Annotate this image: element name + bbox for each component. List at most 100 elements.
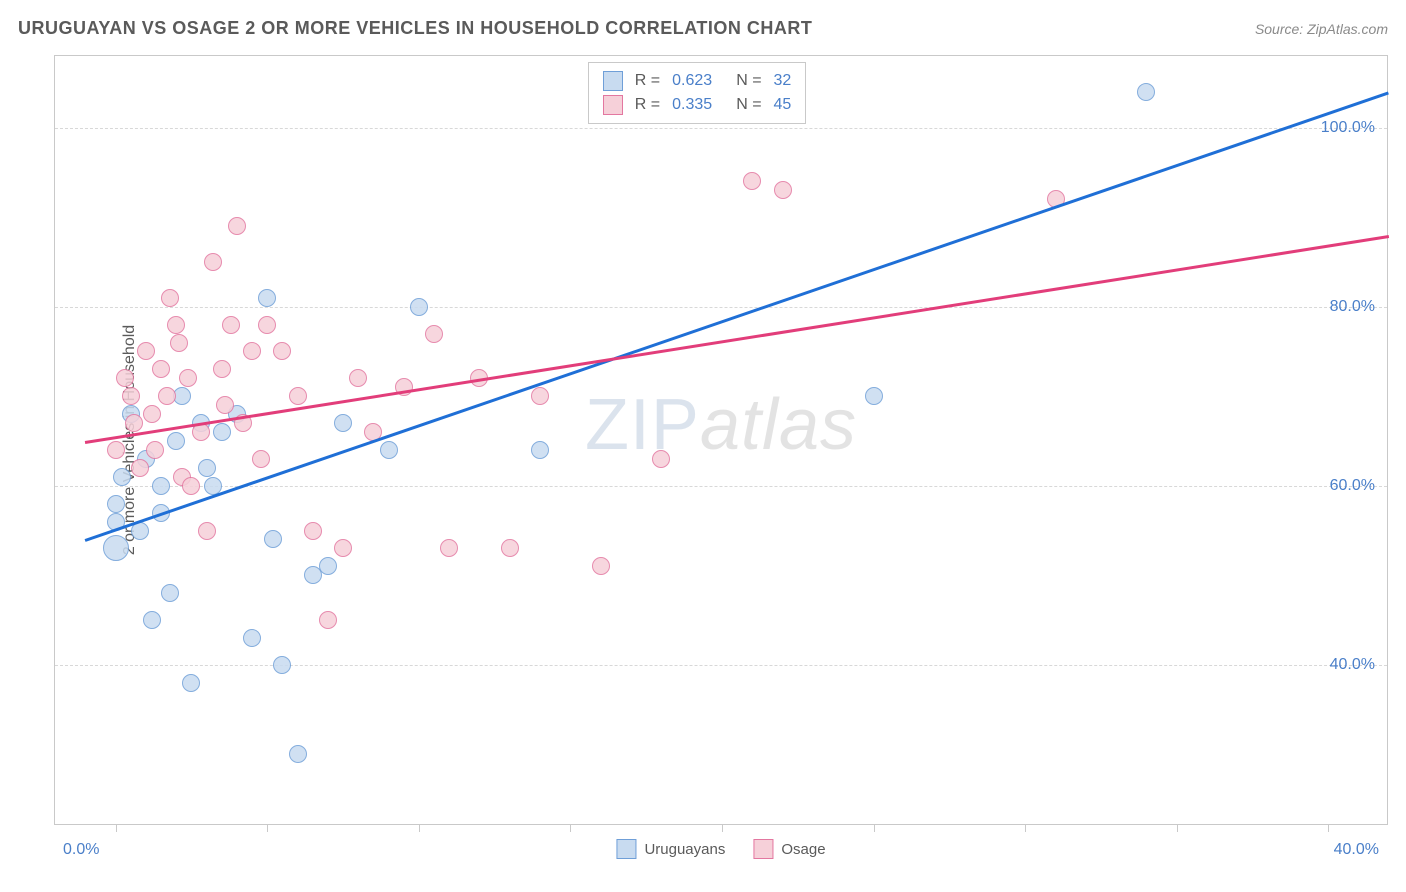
scatter-point <box>334 539 352 557</box>
scatter-point <box>152 360 170 378</box>
scatter-point <box>410 298 428 316</box>
trend-line <box>85 92 1389 542</box>
chart-plot-area: 2 or more Vehicles in Household 40.0%60.… <box>54 55 1388 825</box>
scatter-point <box>143 611 161 629</box>
trend-line <box>85 235 1389 443</box>
scatter-point <box>1137 83 1155 101</box>
x-axis-max-label: 40.0% <box>1334 841 1379 859</box>
legend-stats-row: R = 0.335 N = 45 <box>603 93 792 117</box>
scatter-point <box>380 441 398 459</box>
legend-item: Osage <box>753 839 825 859</box>
gridline <box>55 665 1387 666</box>
scatter-point <box>103 535 129 561</box>
x-tick <box>874 824 875 832</box>
scatter-point <box>228 217 246 235</box>
x-tick <box>722 824 723 832</box>
scatter-point <box>531 441 549 459</box>
scatter-point <box>182 674 200 692</box>
legend-swatch <box>616 839 636 859</box>
scatter-point <box>158 387 176 405</box>
scatter-point <box>122 387 140 405</box>
gridline <box>55 486 1387 487</box>
scatter-point <box>289 745 307 763</box>
scatter-point <box>349 369 367 387</box>
scatter-point <box>182 477 200 495</box>
scatter-point <box>116 369 134 387</box>
scatter-point <box>273 342 291 360</box>
legend-item: Uruguayans <box>616 839 725 859</box>
scatter-point <box>146 441 164 459</box>
scatter-point <box>213 360 231 378</box>
chart-header: URUGUAYAN VS OSAGE 2 OR MORE VEHICLES IN… <box>18 18 1388 39</box>
scatter-point <box>592 557 610 575</box>
scatter-point <box>152 477 170 495</box>
r-value: 0.335 <box>672 96 712 114</box>
legend-label: Osage <box>781 841 825 858</box>
n-label: N = <box>736 72 761 90</box>
scatter-point <box>131 459 149 477</box>
scatter-point <box>531 387 549 405</box>
x-tick <box>419 824 420 832</box>
scatter-point <box>652 450 670 468</box>
n-label: N = <box>736 96 761 114</box>
x-tick <box>1177 824 1178 832</box>
chart-title: URUGUAYAN VS OSAGE 2 OR MORE VEHICLES IN… <box>18 18 812 39</box>
x-tick <box>267 824 268 832</box>
scatter-point <box>167 316 185 334</box>
scatter-point <box>143 405 161 423</box>
scatter-point <box>334 414 352 432</box>
gridline <box>55 307 1387 308</box>
n-value: 32 <box>774 72 792 90</box>
scatter-point <box>107 441 125 459</box>
x-tick <box>116 824 117 832</box>
series-legend: Uruguayans Osage <box>616 839 825 859</box>
scatter-point <box>440 539 458 557</box>
scatter-point <box>161 289 179 307</box>
y-tick-label: 40.0% <box>1330 656 1375 674</box>
scatter-point <box>179 369 197 387</box>
scatter-point <box>865 387 883 405</box>
scatter-point <box>125 414 143 432</box>
scatter-point <box>204 253 222 271</box>
scatter-plot: 40.0%60.0%80.0%100.0% <box>55 56 1387 824</box>
scatter-point <box>258 289 276 307</box>
x-axis-min-label: 0.0% <box>63 841 99 859</box>
scatter-point <box>258 316 276 334</box>
scatter-point <box>243 629 261 647</box>
scatter-point <box>167 432 185 450</box>
scatter-point <box>243 342 261 360</box>
scatter-point <box>198 522 216 540</box>
gridline <box>55 128 1387 129</box>
r-value: 0.623 <box>672 72 712 90</box>
x-tick <box>1328 824 1329 832</box>
scatter-point <box>161 584 179 602</box>
scatter-point <box>170 334 188 352</box>
y-tick-label: 100.0% <box>1321 119 1375 137</box>
scatter-point <box>501 539 519 557</box>
x-tick <box>1025 824 1026 832</box>
scatter-point <box>213 423 231 441</box>
scatter-point <box>774 181 792 199</box>
scatter-point <box>264 530 282 548</box>
scatter-point <box>137 342 155 360</box>
r-label: R = <box>635 96 660 114</box>
scatter-point <box>319 557 337 575</box>
chart-source: Source: ZipAtlas.com <box>1255 21 1388 37</box>
x-tick <box>570 824 571 832</box>
n-value: 45 <box>774 96 792 114</box>
scatter-point <box>222 316 240 334</box>
legend-label: Uruguayans <box>644 841 725 858</box>
legend-stats-row: R = 0.623 N = 32 <box>603 69 792 93</box>
scatter-point <box>273 656 291 674</box>
correlation-legend: R = 0.623 N = 32 R = 0.335 N = 45 <box>588 62 807 124</box>
scatter-point <box>252 450 270 468</box>
scatter-point <box>113 468 131 486</box>
legend-swatch <box>603 71 623 91</box>
scatter-point <box>107 495 125 513</box>
scatter-point <box>319 611 337 629</box>
r-label: R = <box>635 72 660 90</box>
y-tick-label: 80.0% <box>1330 298 1375 316</box>
legend-swatch <box>753 839 773 859</box>
legend-swatch <box>603 95 623 115</box>
scatter-point <box>216 396 234 414</box>
